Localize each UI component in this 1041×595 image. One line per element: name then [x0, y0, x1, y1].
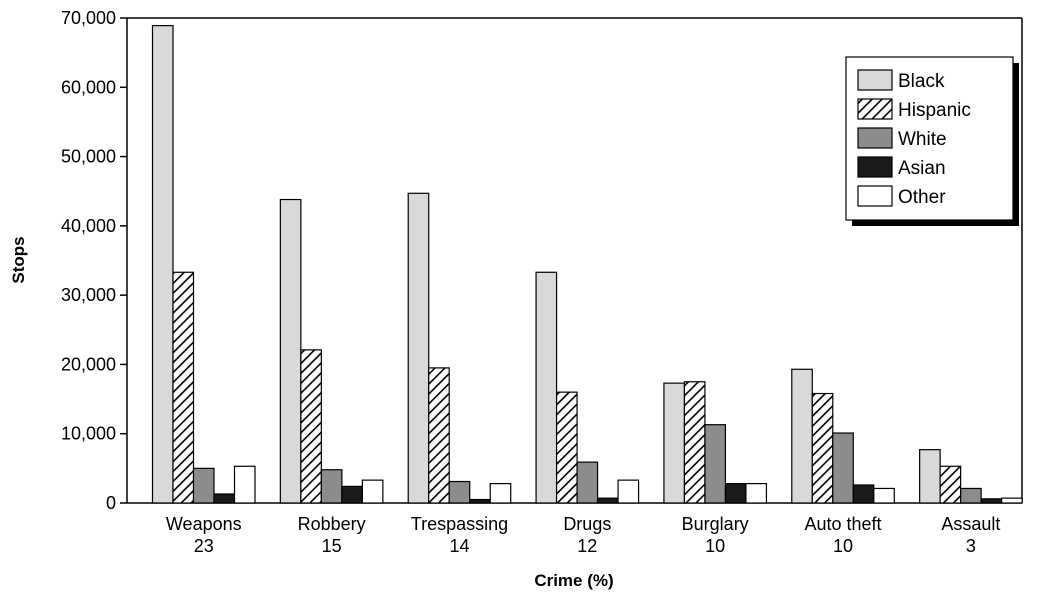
bars [151, 25, 1023, 504]
y-tick-label: 70,000 [61, 8, 116, 28]
legend-swatch-hispanic [857, 98, 893, 120]
bar-white-trespassing [448, 480, 471, 504]
x-category-label: Burglary [682, 514, 749, 534]
y-tick-label: 40,000 [61, 216, 116, 236]
y-axis-ticks: 0 10,000 20,000 30,000 40,000 50,000 60,000 70,… [61, 8, 127, 513]
x-category-percent: 14 [449, 536, 469, 556]
legend-swatch-other [857, 185, 893, 207]
legend-label-black: Black [898, 71, 945, 92]
x-category-percent: 3 [966, 536, 976, 556]
legend-label-white: White [898, 129, 947, 150]
bar-black-weapons [151, 25, 174, 504]
bar-asian-robbery [341, 485, 363, 504]
y-tick-label: 20,000 [61, 354, 116, 374]
bar-hispanic-weapons [172, 271, 195, 504]
bar-asian-drugs [596, 497, 619, 504]
x-category-percent: 10 [833, 536, 853, 556]
bar-white-assault [960, 487, 982, 504]
bar-hispanic-trespassing [428, 367, 450, 504]
bar-asian-assault [980, 498, 1003, 504]
bar-other-weapons [233, 465, 256, 504]
legend-label-other: Other [898, 187, 946, 208]
legend-swatch-black [857, 69, 893, 91]
legend-label-asian: Asian [898, 158, 946, 179]
y-tick-label: 50,000 [61, 147, 116, 167]
x-category-label: Auto theft [805, 514, 882, 534]
bar-other-robbery [361, 479, 384, 504]
bar-asian-trespassing [469, 498, 491, 504]
bar-hispanic-burglary [683, 381, 706, 504]
bar-hispanic-drugs [555, 391, 578, 504]
x-category-label: Trespassing [411, 514, 508, 534]
x-category-label: Assault [941, 514, 1000, 534]
x-category-label: Weapons [166, 514, 242, 534]
x-category-percent: 23 [194, 536, 214, 556]
bar-hispanic-assault [939, 465, 962, 504]
y-tick-label: 60,000 [61, 77, 116, 97]
bar-other-auto-theft [873, 487, 895, 504]
x-category-percent: 15 [322, 536, 342, 556]
bar-black-drugs [535, 271, 558, 504]
y-tick-label: 30,000 [61, 285, 116, 305]
bar-white-robbery [320, 469, 343, 504]
legend-label-hispanic: Hispanic [898, 100, 971, 121]
bar-other-trespassing [489, 483, 512, 504]
bar-white-drugs [576, 461, 599, 504]
bar-asian-burglary [724, 483, 747, 504]
bar-asian-auto-theft [852, 484, 875, 504]
x-category-label: Robbery [298, 514, 366, 534]
bar-white-auto-theft [832, 432, 854, 504]
bar-white-weapons [192, 467, 215, 504]
bar-asian-weapons [213, 493, 236, 504]
legend: Black Hispanic White Asian Other [845, 56, 1019, 226]
legend-swatch-white [857, 127, 893, 149]
bar-black-burglary [663, 382, 686, 504]
legend-swatch-asian [857, 156, 893, 178]
y-tick-label: 10,000 [61, 424, 116, 444]
bar-other-assault [1001, 497, 1023, 504]
x-axis-title: Crime (%) [534, 571, 613, 590]
bar-black-trespassing [407, 192, 430, 504]
bar-white-burglary [704, 424, 727, 504]
bar-hispanic-auto-theft [811, 392, 834, 504]
bar-black-auto-theft [791, 368, 813, 504]
bar-other-burglary [745, 483, 768, 504]
x-category-percent: 10 [705, 536, 725, 556]
bar-black-assault [919, 449, 941, 504]
x-category-percent: 12 [577, 536, 597, 556]
x-category-label: Drugs [563, 514, 611, 534]
bar-black-robbery [279, 198, 302, 504]
bar-other-drugs [617, 479, 640, 504]
y-axis-title: Stops [9, 236, 28, 283]
y-tick-label: 0 [106, 493, 116, 513]
bar-hispanic-robbery [300, 349, 322, 504]
